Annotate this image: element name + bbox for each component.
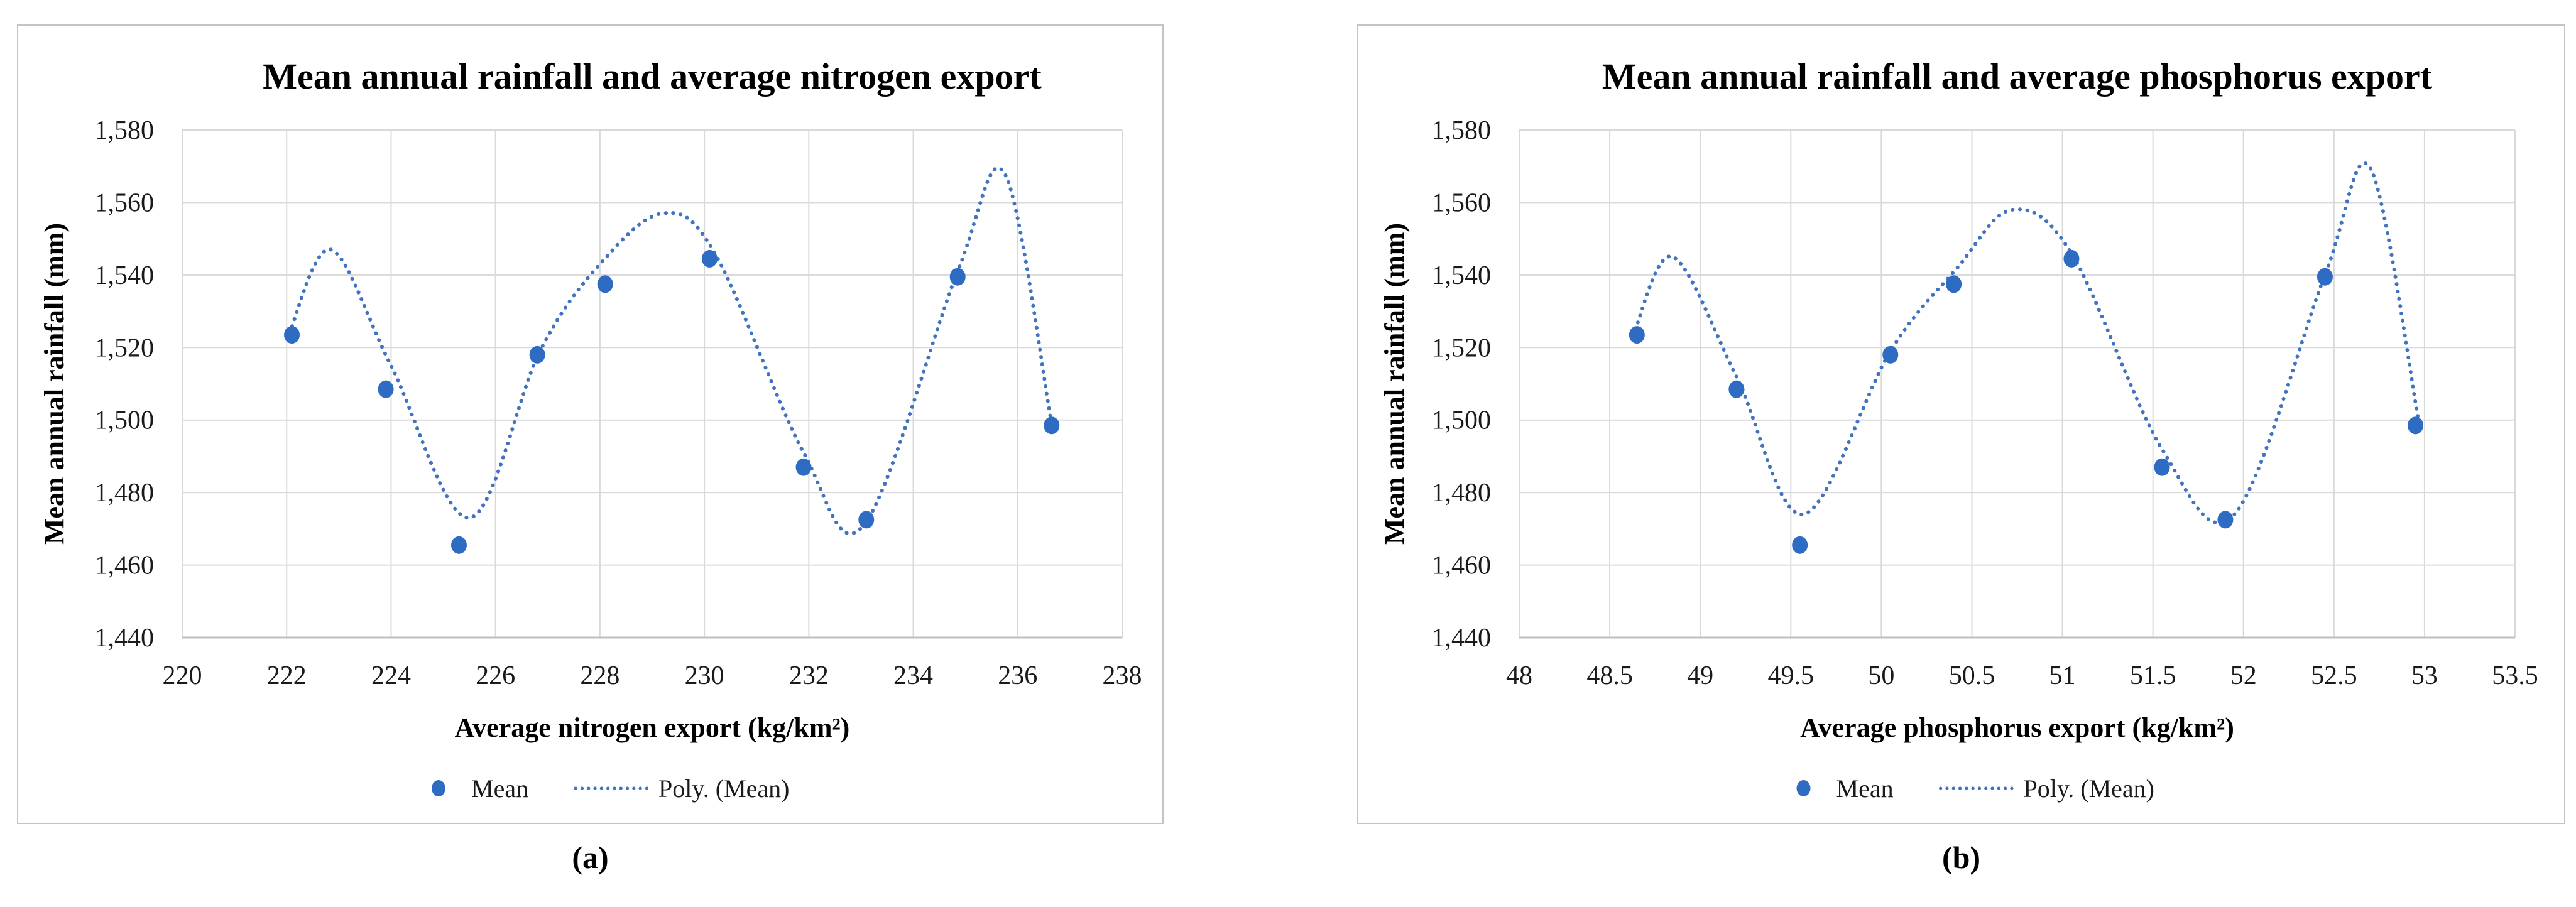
data-point — [2217, 511, 2234, 529]
legend-mean-marker — [432, 780, 445, 796]
x-tick-label: 52 — [2230, 661, 2257, 690]
y-tick-label: 1,480 — [1432, 479, 1492, 508]
chart-title: Mean annual rainfall and average phospho… — [1602, 56, 2433, 97]
legend-mean-label: Mean — [1836, 774, 1894, 803]
legend-mean-label: Mean — [471, 774, 528, 803]
data-point — [284, 326, 300, 344]
y-tick-label: 1,520 — [1432, 334, 1492, 362]
chart-title: Mean annual rainfall and average nitroge… — [263, 56, 1042, 97]
data-point — [2408, 416, 2423, 435]
y-tick-label: 1,440 — [1432, 624, 1492, 653]
x-tick-label: 49.5 — [1768, 661, 1815, 690]
y-axis-title: Mean annual rainfall (mm) — [1379, 223, 1410, 545]
data-point — [858, 511, 875, 529]
gridlines — [1519, 129, 2516, 638]
data-point — [1882, 345, 1899, 364]
x-tick-label: 51 — [2049, 661, 2076, 690]
data-point — [2063, 249, 2080, 268]
trendline-poly-mean — [287, 166, 1054, 536]
x-axis-title: Average nitrogen export (kg/km²) — [455, 712, 850, 743]
y-tick-label: 1,500 — [1432, 406, 1492, 435]
x-tick-label: 49 — [1687, 661, 1713, 690]
x-tick-label: 50 — [1868, 661, 1894, 690]
x-tick-label: 234 — [893, 661, 933, 690]
series-mean — [1629, 249, 2423, 554]
data-point — [701, 249, 718, 268]
y-tick-label: 1,580 — [95, 116, 155, 145]
y-tick-label: 1,520 — [95, 334, 155, 362]
subfigure-label-a: (a) — [572, 840, 609, 875]
y-tick-label: 1,540 — [1432, 261, 1492, 290]
data-point — [450, 536, 467, 554]
data-point — [1946, 275, 1962, 293]
data-point — [949, 268, 966, 286]
data-point — [2154, 458, 2170, 476]
x-tick-label: 48 — [1506, 661, 1532, 690]
y-tick-label: 1,540 — [95, 261, 155, 290]
x-tick-label: 220 — [163, 661, 202, 690]
data-point — [378, 380, 394, 398]
data-point — [1629, 326, 1645, 344]
x-axis-title: Average phosphorus export (kg/km²) — [1800, 712, 2234, 743]
data-point — [2317, 268, 2333, 286]
data-point — [1044, 416, 1060, 435]
gridlines — [182, 129, 1123, 638]
nitrogen-chart-svg: Mean annual rainfall and average nitroge… — [39, 56, 1142, 803]
y-tick-label: 1,480 — [95, 479, 155, 508]
x-tick-label: 53 — [2411, 661, 2438, 690]
x-tick-label: 53.5 — [2492, 661, 2538, 690]
y-axis-title: Mean annual rainfall (mm) — [39, 223, 70, 545]
x-tick-label: 238 — [1103, 661, 1142, 690]
data-point — [795, 458, 812, 476]
subfigure-label-b: (b) — [1941, 840, 1981, 875]
y-tick-label: 1,560 — [1432, 188, 1492, 217]
series-mean — [284, 249, 1060, 554]
y-tick-label: 1,500 — [95, 406, 155, 435]
x-tick-label: 236 — [998, 661, 1037, 690]
x-tick-label: 52.5 — [2311, 661, 2357, 690]
y-tick-label: 1,580 — [1432, 116, 1492, 145]
x-tick-label: 228 — [580, 661, 619, 690]
y-tick-label: 1,440 — [95, 624, 155, 653]
phosphorus-chart-svg: Mean annual rainfall and average phospho… — [1379, 56, 2538, 803]
x-tick-label: 51.5 — [2130, 661, 2176, 690]
data-point — [1792, 536, 1808, 554]
trendline-poly-mean — [1633, 161, 2421, 525]
y-tick-label: 1,560 — [95, 188, 155, 217]
chart-panel-phosphorus: Mean annual rainfall and average phospho… — [1357, 24, 2565, 824]
data-point — [597, 275, 613, 293]
legend-poly-label: Poly. (Mean) — [658, 774, 789, 803]
x-tick-label: 226 — [476, 661, 515, 690]
y-tick-label: 1,460 — [95, 551, 155, 580]
x-tick-label: 222 — [267, 661, 307, 690]
x-tick-label: 230 — [685, 661, 724, 690]
data-point — [1728, 380, 1745, 398]
x-tick-label: 232 — [789, 661, 829, 690]
legend-poly-label: Poly. (Mean) — [2024, 774, 2154, 803]
y-tick-label: 1,460 — [1432, 551, 1492, 580]
legend-mean-marker — [1796, 780, 1811, 796]
x-tick-label: 50.5 — [1949, 661, 1995, 690]
data-point — [529, 345, 545, 364]
x-tick-label: 224 — [371, 661, 411, 690]
x-tick-label: 48.5 — [1586, 661, 1633, 690]
chart-panel-nitrogen: Mean annual rainfall and average nitroge… — [17, 24, 1164, 824]
